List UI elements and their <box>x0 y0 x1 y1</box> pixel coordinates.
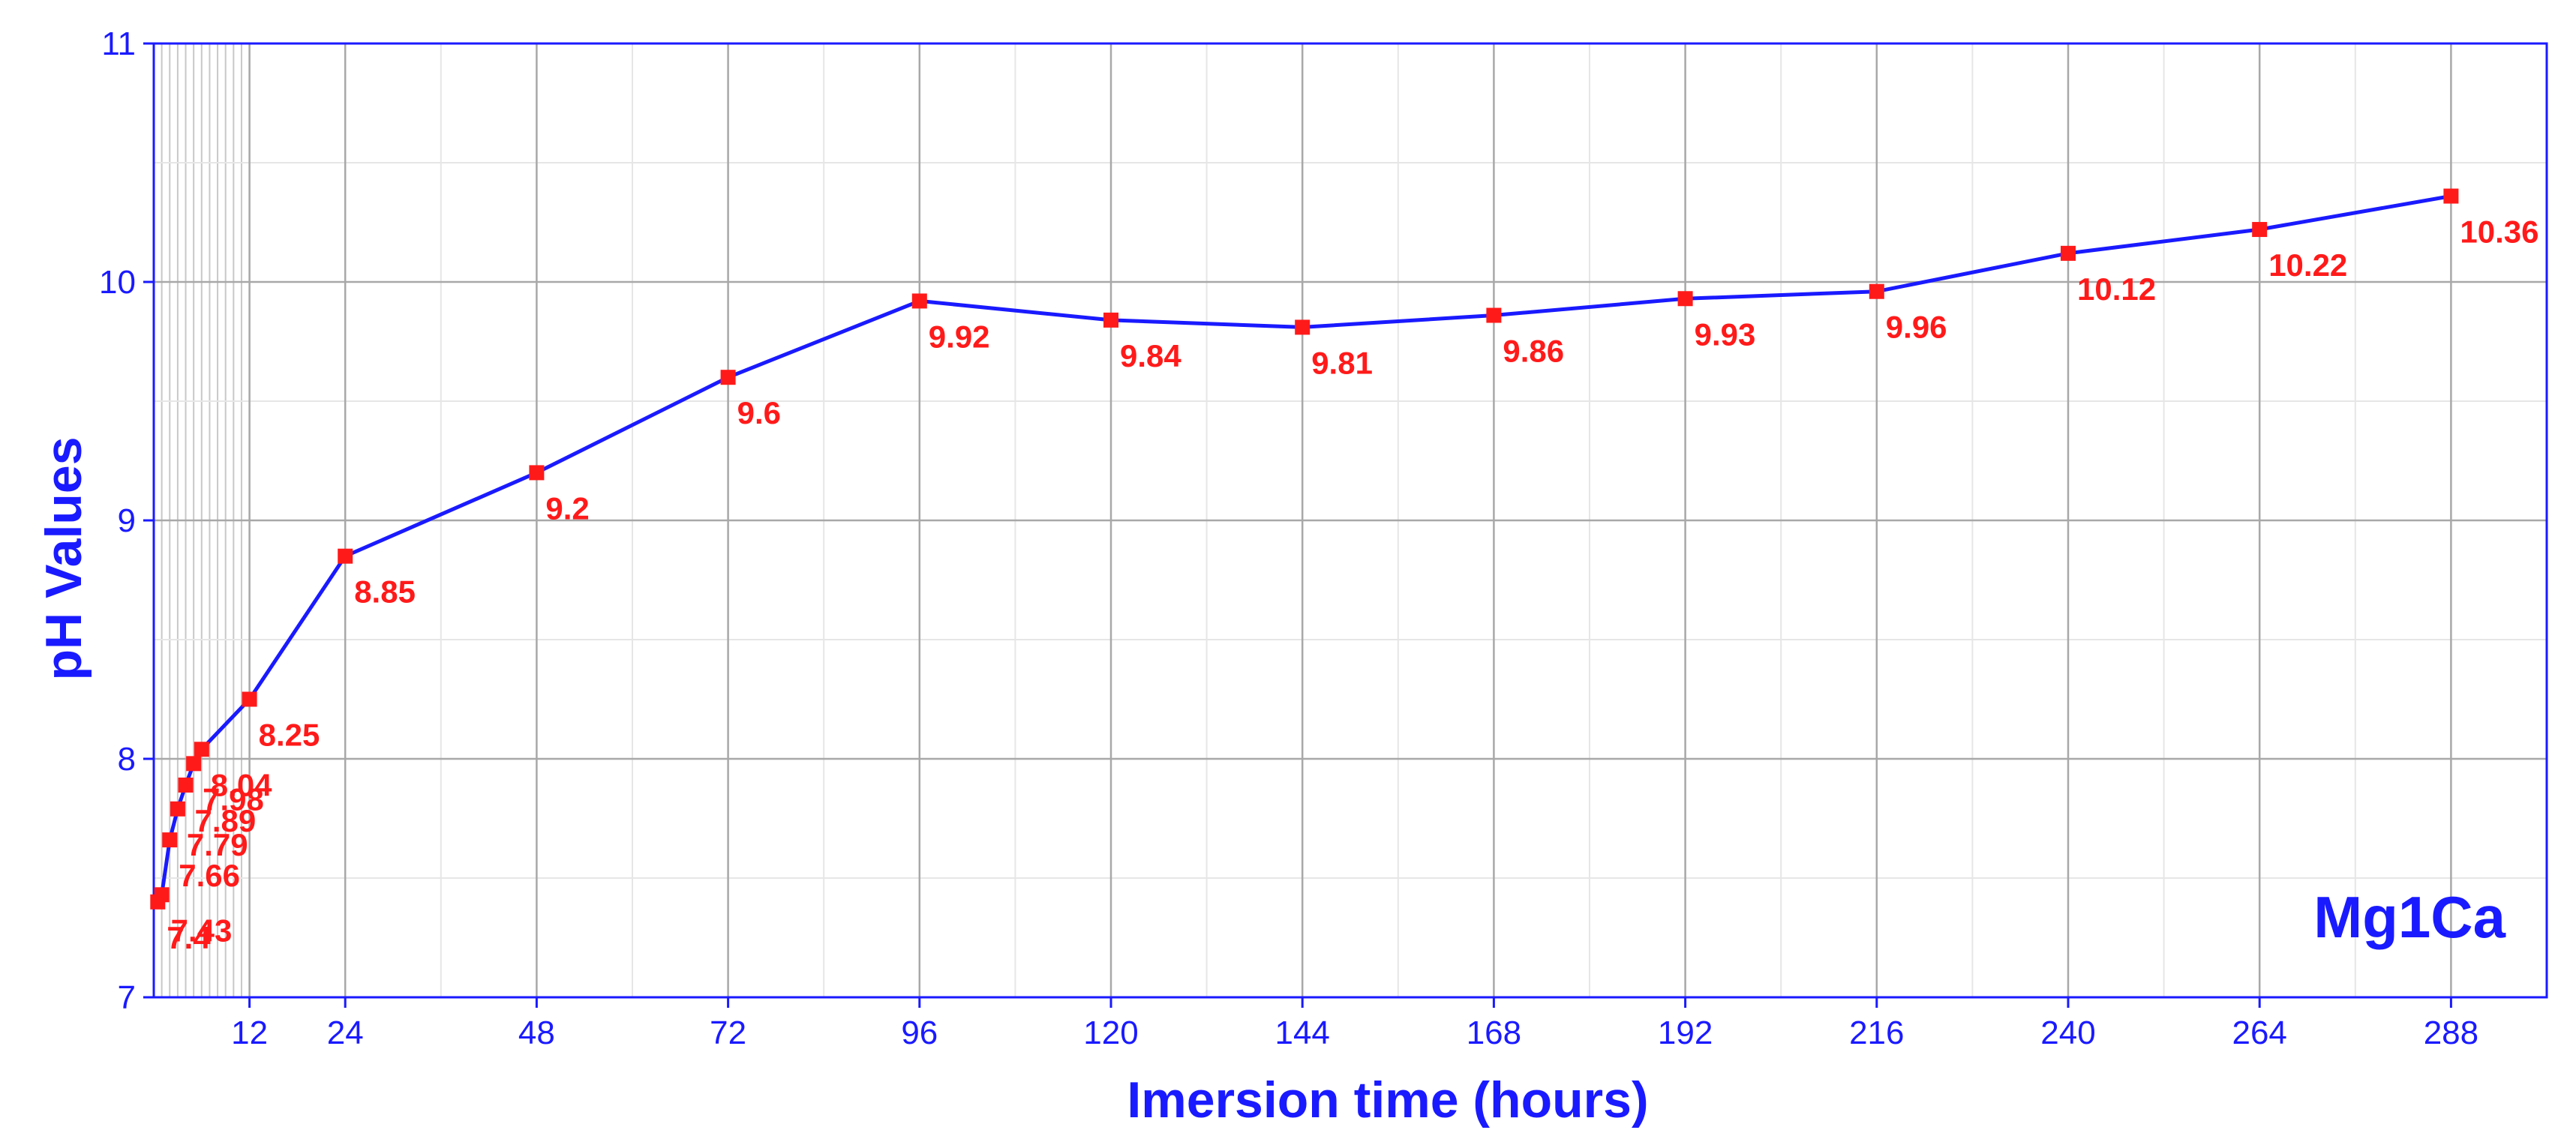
y-tick-label: 10 <box>99 264 136 301</box>
x-tick-label: 168 <box>1467 1015 1521 1051</box>
data-label: 9.2 <box>545 490 589 526</box>
data-label: 9.84 <box>1120 338 1181 373</box>
data-point <box>911 293 927 309</box>
data-label: 7.89 <box>195 803 257 838</box>
data-point <box>154 887 170 903</box>
x-tick-label: 120 <box>1083 1015 1138 1051</box>
y-tick-label: 9 <box>118 502 136 539</box>
data-point <box>162 832 178 848</box>
x-tick-label: 192 <box>1658 1015 1713 1051</box>
x-tick-label: 12 <box>231 1015 268 1051</box>
x-axis-title: Imersion time (hours) <box>1127 1072 1648 1129</box>
data-point <box>1295 319 1311 335</box>
x-tick-label: 96 <box>901 1015 938 1051</box>
major-grid <box>154 43 2547 997</box>
data-label: 8.04 <box>211 767 272 802</box>
y-axis: 7 8 9 10 11 <box>99 25 154 1016</box>
data-point <box>178 777 194 793</box>
data-point <box>186 756 202 772</box>
x-tick-label: 240 <box>2040 1015 2095 1051</box>
data-point <box>529 465 545 481</box>
data-point <box>338 548 353 564</box>
data-label: 9.93 <box>1695 316 1756 352</box>
x-axis: 12 24 48 72 96 120 144 168 192 216 240 264 288 <box>231 997 2478 1051</box>
data-label: 10.36 <box>2460 214 2538 250</box>
data-point <box>194 742 209 757</box>
data-point <box>2252 222 2268 238</box>
x-tick-label: 288 <box>2424 1015 2478 1051</box>
x-tick-label: 264 <box>2232 1015 2286 1051</box>
data-point <box>720 370 736 385</box>
data-label: 9.86 <box>1503 334 1564 369</box>
data-label: 10.22 <box>2268 247 2347 283</box>
data-point <box>2443 188 2459 204</box>
data-markers <box>150 188 2459 910</box>
data-label: 8.25 <box>259 718 320 753</box>
data-point <box>1486 307 1502 323</box>
data-point <box>1677 291 1693 307</box>
x-tick-label: 144 <box>1274 1015 1329 1051</box>
data-label: 9.6 <box>737 395 781 430</box>
data-label: 7.79 <box>187 827 248 862</box>
data-label: 9.81 <box>1311 345 1373 380</box>
data-point <box>242 691 257 707</box>
y-tick-label: 11 <box>101 25 136 62</box>
data-point <box>1103 312 1118 328</box>
y-tick-label: 7 <box>118 979 136 1016</box>
data-point <box>170 801 185 817</box>
x-tick-label: 48 <box>518 1015 555 1051</box>
data-label: 7.43 <box>171 913 233 948</box>
y-axis-title: pH Values <box>35 436 92 680</box>
x-tick-label: 216 <box>1849 1015 1904 1051</box>
x-tick-label: 24 <box>327 1015 364 1051</box>
data-labels: 7.47.43 7.667.797.897.988.04 8.25 8.85 9.2 9.… <box>167 214 2538 955</box>
data-point <box>2061 245 2076 261</box>
data-label: 9.92 <box>929 319 990 354</box>
data-label: 9.96 <box>1886 310 1947 345</box>
data-label: 10.12 <box>2077 271 2156 307</box>
y-tick-label: 8 <box>118 741 136 778</box>
series-annotation: Mg1Ca <box>2313 884 2505 950</box>
x-tick-label: 72 <box>710 1015 746 1051</box>
data-label: 7.4 <box>167 920 211 955</box>
data-label: 7.98 <box>203 781 264 817</box>
data-point <box>1869 283 1884 299</box>
data-label: 8.85 <box>354 574 416 610</box>
data-label: 7.66 <box>179 858 240 893</box>
